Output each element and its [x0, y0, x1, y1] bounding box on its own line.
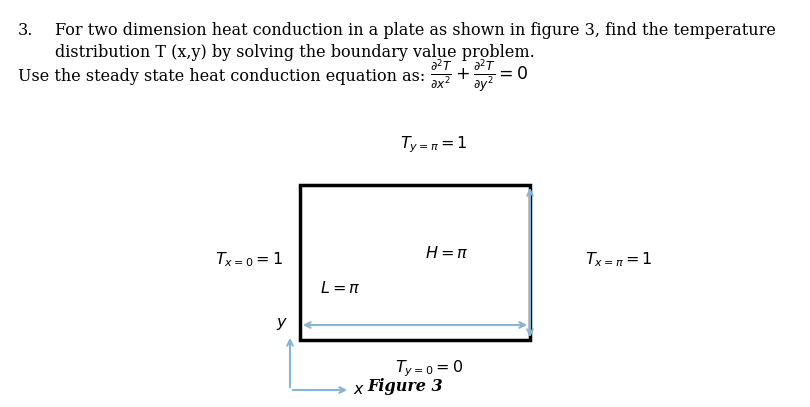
Text: Figure 3: Figure 3	[367, 378, 443, 395]
Text: 3.: 3.	[18, 22, 33, 39]
Text: $H = \pi$: $H = \pi$	[425, 245, 468, 262]
Text: $T_{x=0} = 1$: $T_{x=0} = 1$	[215, 250, 284, 269]
Text: $L = \pi$: $L = \pi$	[320, 280, 360, 297]
Text: $x$: $x$	[353, 381, 365, 398]
Bar	[300, 185, 530, 340]
Text: distribution T (x,y) by solving the boundary value problem.: distribution T (x,y) by solving the boun…	[55, 44, 535, 61]
Text: $\frac{\partial^2 T}{\partial x^2} + \frac{\partial^2 T}{\partial y^2} = 0$: $\frac{\partial^2 T}{\partial x^2} + \fr…	[430, 58, 528, 95]
Text: $T_{y=\pi} = 1$: $T_{y=\pi} = 1$	[400, 134, 467, 155]
Text: For two dimension heat conduction in a plate as shown in figure 3, find the temp: For two dimension heat conduction in a p…	[55, 22, 776, 39]
Text: $y$: $y$	[276, 315, 288, 332]
Text: $T_{x=\pi} = 1$: $T_{x=\pi} = 1$	[585, 250, 653, 269]
Text: Use the steady state heat conduction equation as:: Use the steady state heat conduction equ…	[18, 68, 425, 85]
Text: $T_{y=0} = 0$: $T_{y=0} = 0$	[395, 358, 463, 379]
